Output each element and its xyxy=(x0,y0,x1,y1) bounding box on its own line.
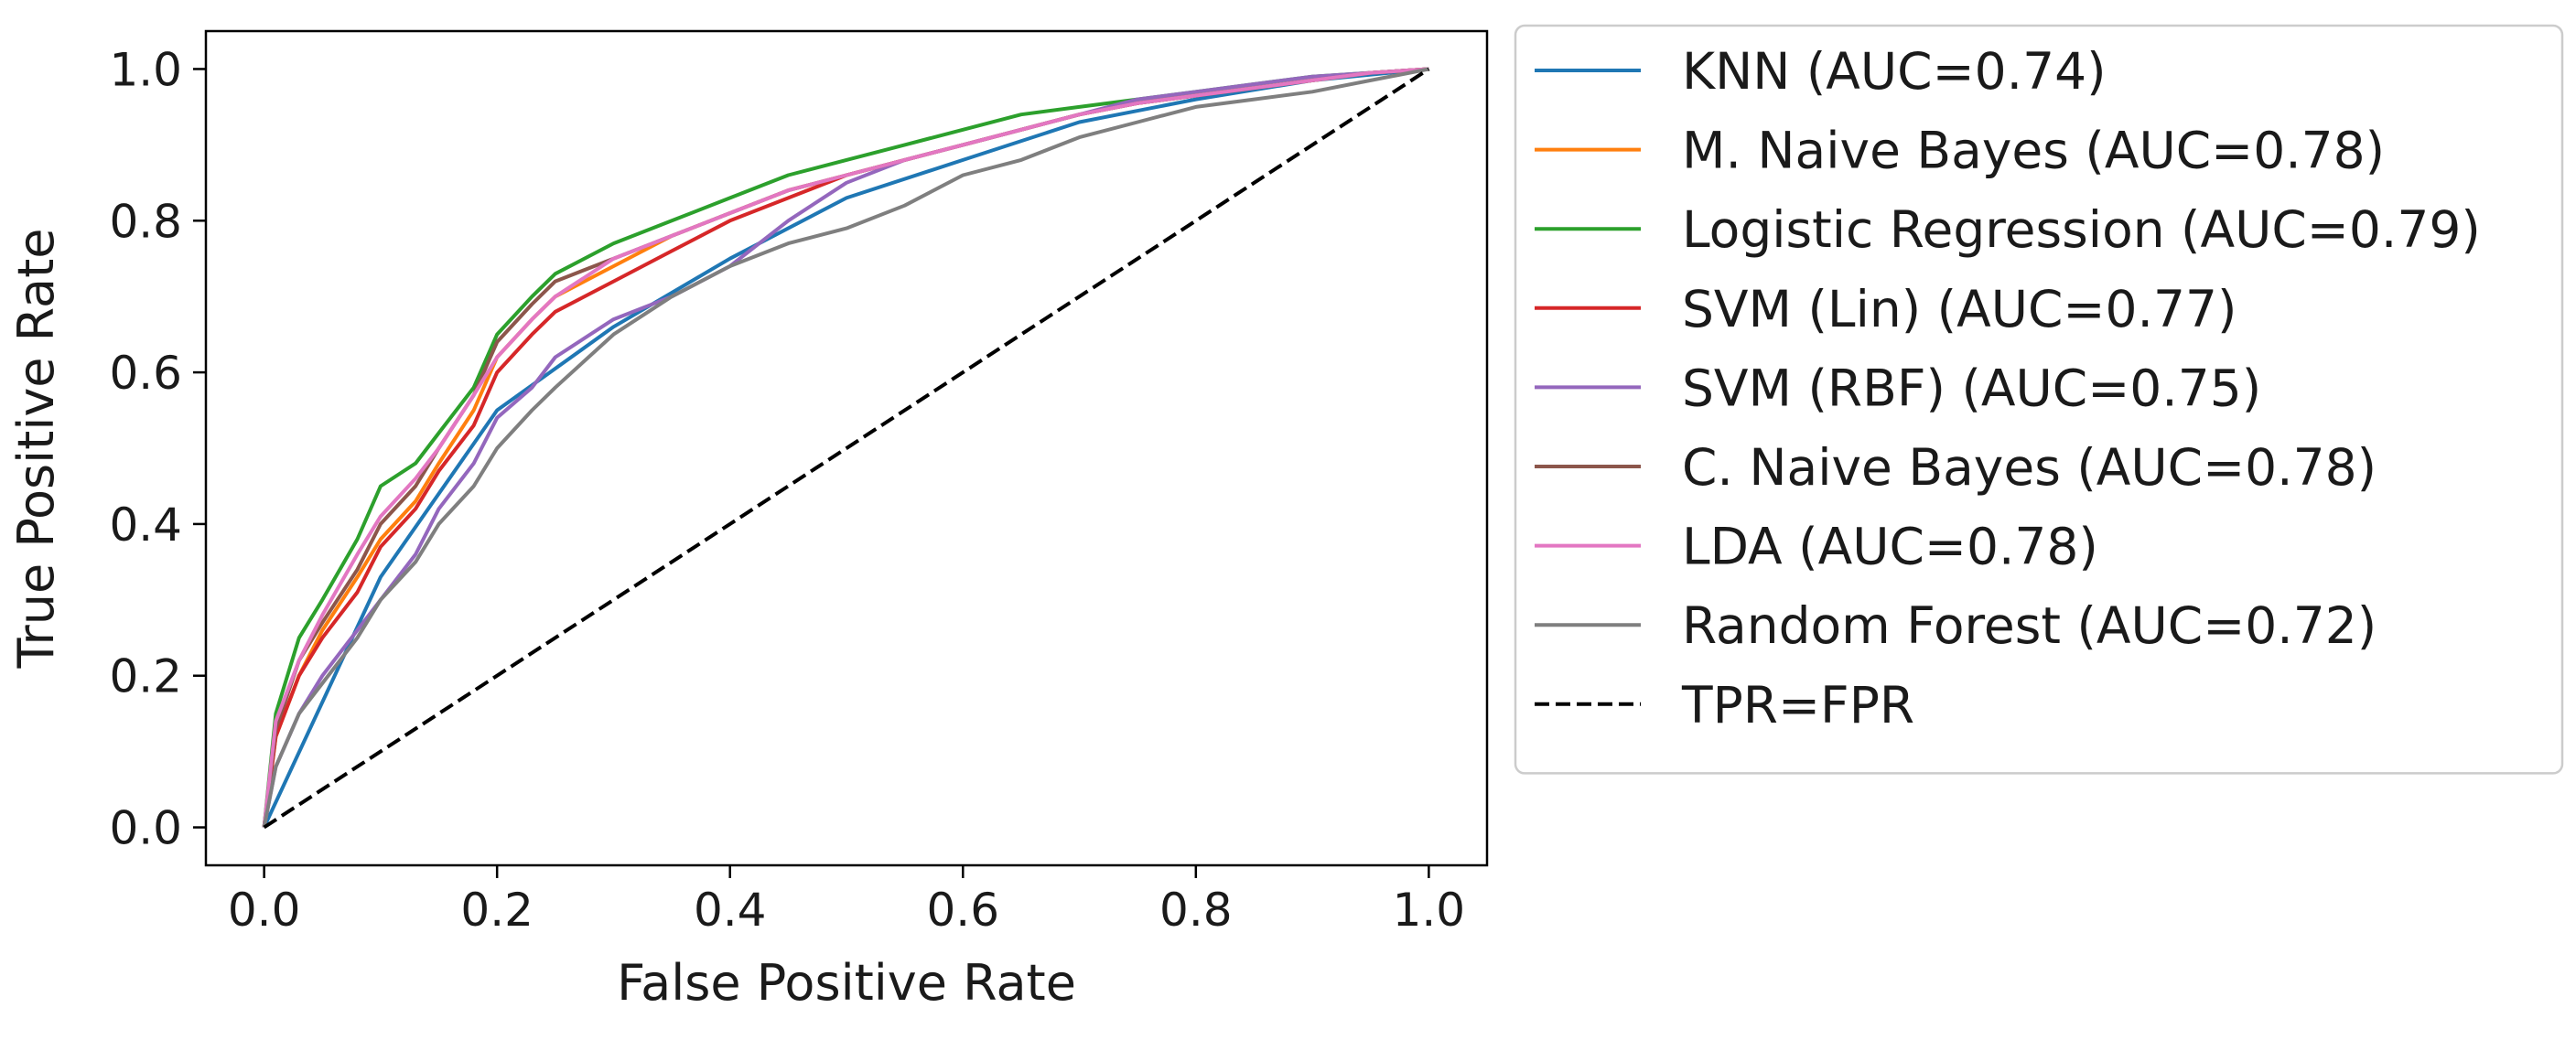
plot-area xyxy=(262,67,1430,830)
y-tick-label: 1.0 xyxy=(109,43,182,96)
y-tick-label: 0.0 xyxy=(109,802,182,855)
plot-frame xyxy=(204,29,1489,867)
x-tick-label: 0.2 xyxy=(460,884,534,937)
x-tick-label: 0.8 xyxy=(1159,884,1233,937)
x-tick-label: 0.6 xyxy=(927,884,1000,937)
legend-frame xyxy=(1514,24,2564,775)
series-line-0 xyxy=(262,67,1429,829)
x-axis: 0.0 0.2 0.4 0.6 0.8 1.0 xyxy=(228,865,1465,937)
y-tick-label: 0.4 xyxy=(109,499,182,552)
series-line-8 xyxy=(263,67,1430,830)
legend-label-3: SVM (Lin) (AUC=0.77) xyxy=(1682,280,2236,338)
legend-label-1: M. Naive Bayes (AUC=0.78) xyxy=(1682,122,2385,180)
y-tick-label: 0.8 xyxy=(109,195,182,248)
legend: KNN (AUC=0.74) M. Naive Bayes (AUC=0.78) L… xyxy=(1514,24,2564,775)
x-axis-label: False Positive Rate xyxy=(617,954,1076,1012)
legend-label-0: KNN (AUC=0.74) xyxy=(1682,42,2107,101)
x-tick-label: 1.0 xyxy=(1393,884,1466,937)
series-line-7 xyxy=(262,67,1429,828)
legend-label-8: TPR=FPR xyxy=(1681,676,1914,734)
legend-label-5: C. Naive Bayes (AUC=0.78) xyxy=(1682,438,2377,497)
x-tick-label: 0.0 xyxy=(228,884,301,937)
y-tick-label: 0.6 xyxy=(109,347,182,400)
legend-items: KNN (AUC=0.74) M. Naive Bayes (AUC=0.78) L… xyxy=(1535,42,2481,734)
y-tick-label: 0.2 xyxy=(109,650,182,703)
y-axis-label: True Positive Rate xyxy=(7,228,65,669)
x-tick-label: 0.4 xyxy=(694,884,767,937)
legend-label-6: LDA (AUC=0.78) xyxy=(1682,518,2098,576)
legend-label-4: SVM (RBF) (AUC=0.75) xyxy=(1682,359,2261,417)
y-axis: 0.0 0.2 0.4 0.6 0.8 1.0 xyxy=(109,43,206,855)
series-line-6 xyxy=(262,67,1429,828)
legend-label-2: Logistic Regression (AUC=0.79) xyxy=(1682,200,2481,259)
legend-label-7: Random Forest (AUC=0.72) xyxy=(1682,596,2377,655)
